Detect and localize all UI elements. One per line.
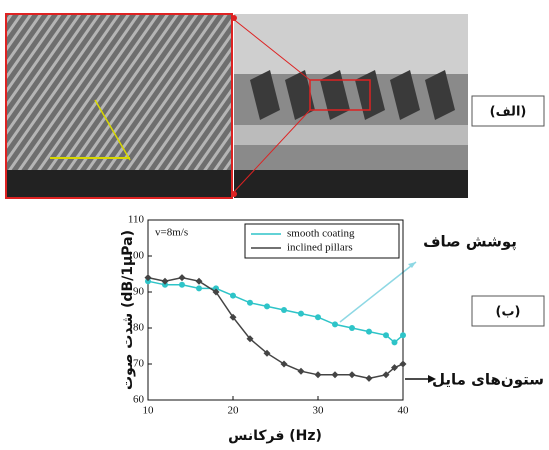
marker — [400, 361, 407, 368]
figure: (الف) (ب) پوشش صاف ستون‌های مایل v=8m/s … — [0, 0, 549, 450]
series-line — [148, 281, 403, 342]
marker — [392, 339, 398, 345]
y-tick-label: 100 — [128, 250, 145, 262]
x-tick-label: 10 — [143, 405, 155, 417]
legend-label: inclined pillars — [287, 242, 353, 254]
marker — [247, 300, 253, 306]
marker — [400, 332, 406, 338]
marker — [281, 361, 288, 368]
callout: پوشش صاف — [423, 233, 517, 252]
sem-images — [6, 14, 468, 198]
marker — [315, 371, 322, 378]
series-line — [148, 278, 403, 379]
marker — [230, 293, 236, 299]
sem-footer — [6, 170, 232, 198]
marker — [179, 274, 186, 281]
sem-footer — [234, 170, 468, 198]
marker — [366, 375, 373, 382]
marker — [332, 321, 338, 327]
marker — [298, 311, 304, 317]
panel-label: (ب) — [496, 305, 521, 320]
marker — [298, 368, 305, 375]
sem-top — [234, 14, 468, 74]
marker — [366, 329, 372, 335]
legend: smooth coating inclined pillars — [245, 224, 399, 258]
x-tick-label: 40 — [398, 405, 410, 417]
zoom-dot — [231, 15, 237, 21]
panel-label: (الف) — [490, 105, 527, 120]
zoom-dot — [231, 191, 237, 197]
marker — [196, 285, 202, 291]
annotation: v=8m/s — [155, 227, 188, 239]
callout: ستون‌های مایل — [432, 371, 544, 389]
marker — [315, 314, 321, 320]
x-tick-label: 20 — [228, 405, 240, 417]
y-tick-label: 80 — [133, 322, 145, 334]
substrate — [234, 125, 468, 145]
y-tick-label: 90 — [133, 286, 145, 298]
marker — [332, 371, 339, 378]
marker — [281, 307, 287, 313]
x-tick-label: 30 — [313, 405, 325, 417]
marker — [383, 332, 389, 338]
y-tick-label: 110 — [128, 214, 145, 226]
marker — [349, 371, 356, 378]
callout-arrow — [340, 262, 416, 322]
marker — [196, 278, 203, 285]
x-axis-label: فرکانس (Hz) — [228, 428, 322, 444]
legend-label: smooth coating — [287, 228, 355, 240]
marker — [179, 282, 185, 288]
marker — [264, 303, 270, 309]
marker — [349, 325, 355, 331]
y-tick-label: 70 — [133, 358, 145, 370]
